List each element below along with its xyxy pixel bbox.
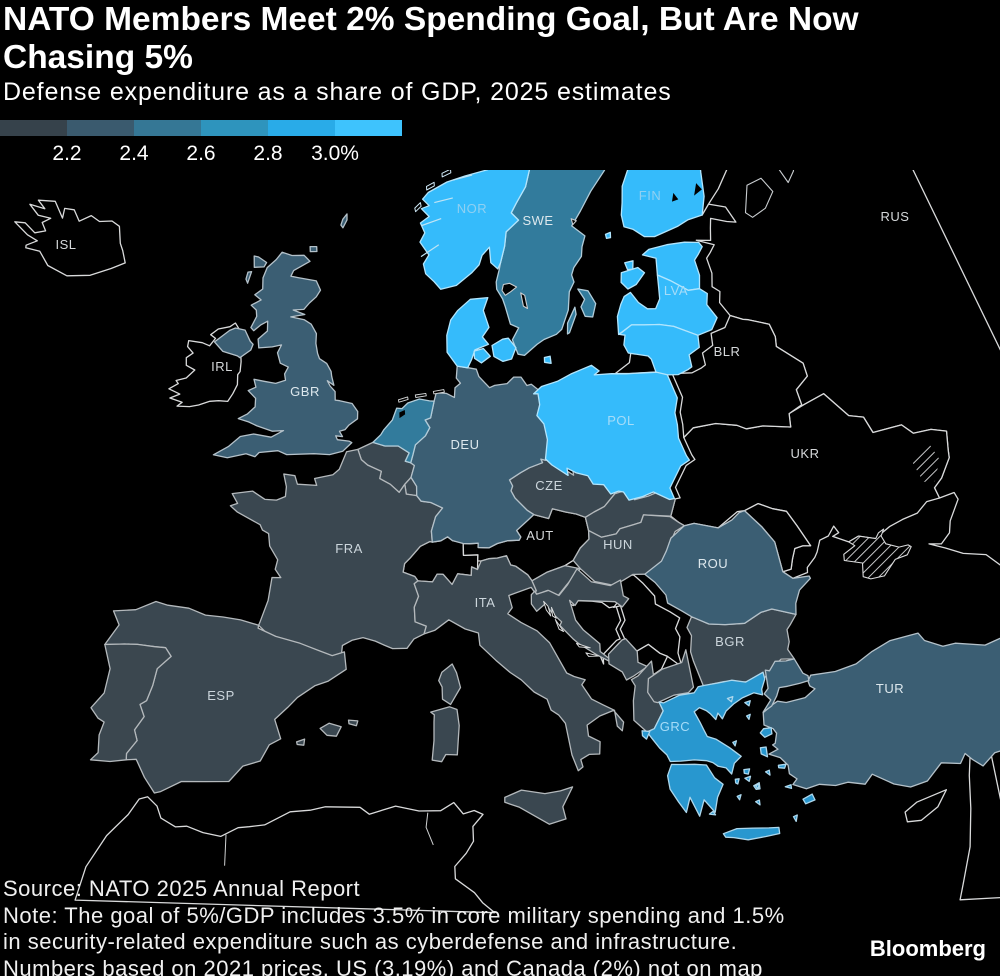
svg-text:GBR: GBR [290, 384, 320, 399]
svg-text:BGR: BGR [715, 634, 745, 649]
svg-text:SWE: SWE [522, 213, 553, 228]
svg-text:ITA: ITA [475, 595, 496, 610]
svg-text:IRL: IRL [211, 359, 233, 374]
svg-text:LVA: LVA [664, 283, 688, 298]
svg-text:RUS: RUS [881, 209, 910, 224]
svg-text:BLR: BLR [714, 344, 741, 359]
svg-text:ESP: ESP [207, 688, 235, 703]
svg-text:UKR: UKR [791, 446, 820, 461]
svg-text:HUN: HUN [603, 537, 633, 552]
svg-text:FIN: FIN [639, 188, 661, 203]
svg-text:NOR: NOR [457, 201, 487, 216]
svg-text:CZE: CZE [535, 478, 563, 493]
svg-text:FRA: FRA [335, 541, 363, 556]
svg-text:GRC: GRC [660, 719, 690, 734]
svg-text:ISL: ISL [55, 237, 76, 252]
svg-text:TUR: TUR [876, 681, 904, 696]
svg-text:DEU: DEU [451, 437, 480, 452]
svg-text:ROU: ROU [698, 556, 728, 571]
svg-text:AUT: AUT [526, 528, 554, 543]
svg-text:POL: POL [607, 413, 635, 428]
